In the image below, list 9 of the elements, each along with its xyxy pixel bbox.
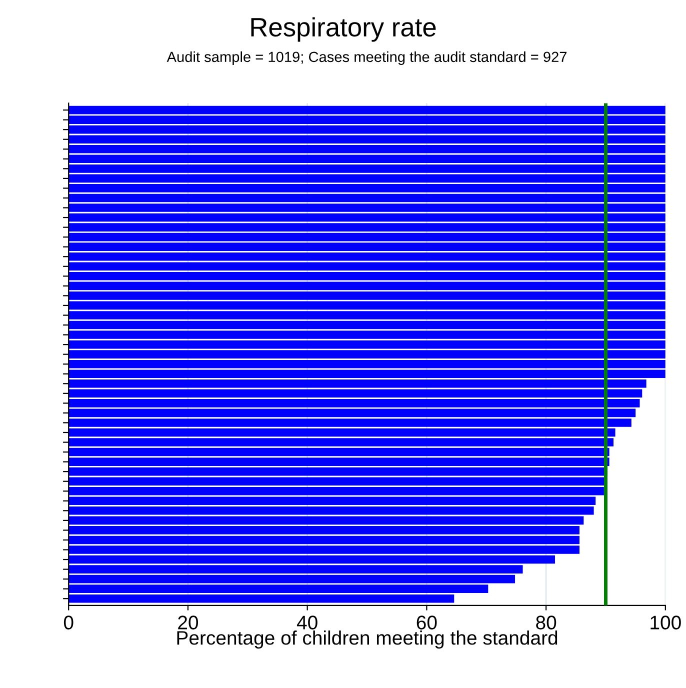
x-tick-label: 40 [296,616,318,630]
x-tick-label: 60 [416,616,437,630]
x-tick-label: 80 [536,616,556,630]
chart-subtitle: Audit sample = 1019; Cases meeting the audit standard = 927 [166,51,567,65]
x-tick-label: 0 [64,616,74,630]
x-tick-label: 100 [650,616,681,630]
x-tick-label: 20 [178,616,198,630]
x-axis-title: Percentage of children meeting the standard [177,630,558,649]
chart-title: Respiratory rate [251,17,436,42]
